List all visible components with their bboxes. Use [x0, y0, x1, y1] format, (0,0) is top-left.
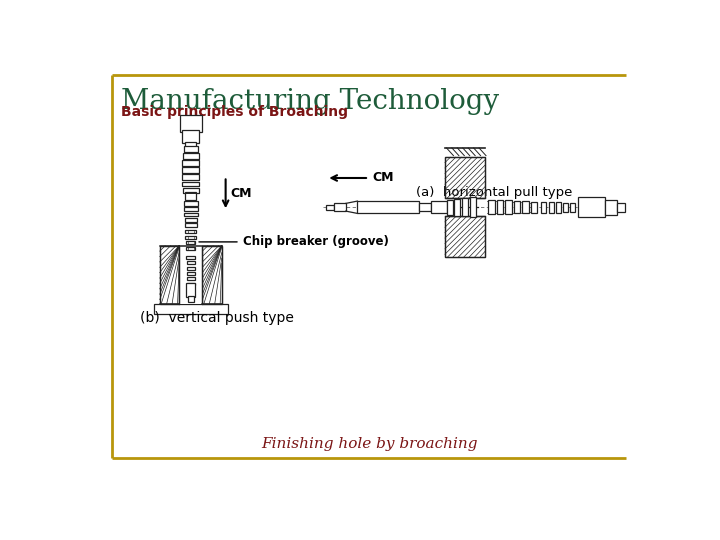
Bar — [563, 202, 568, 212]
Bar — [183, 153, 199, 159]
Bar — [182, 174, 199, 179]
Bar — [556, 202, 561, 213]
Bar — [357, 201, 419, 213]
Text: (b)  vertical push type: (b) vertical push type — [140, 311, 294, 325]
Text: (a)  horizontal pull type: (a) horizontal pull type — [415, 186, 572, 199]
Bar — [202, 246, 222, 303]
Bar — [184, 201, 198, 206]
Bar — [188, 296, 194, 302]
Bar — [514, 201, 520, 213]
Bar — [187, 261, 195, 264]
Bar — [497, 200, 503, 214]
Bar — [462, 198, 468, 217]
Bar — [184, 224, 197, 227]
Bar — [160, 246, 179, 303]
Bar — [182, 130, 199, 143]
Bar — [186, 241, 195, 244]
Bar — [454, 199, 461, 215]
Bar — [179, 246, 202, 303]
Bar — [446, 200, 453, 215]
Bar — [549, 202, 554, 213]
Bar — [187, 283, 194, 285]
Bar — [185, 192, 196, 200]
Bar — [445, 217, 485, 257]
Bar — [334, 204, 346, 211]
Bar — [187, 267, 195, 269]
Bar — [182, 182, 199, 186]
Bar — [606, 200, 617, 215]
Bar — [187, 278, 194, 280]
Bar — [185, 142, 196, 150]
Bar — [541, 202, 546, 213]
Bar — [445, 157, 485, 198]
Bar — [186, 284, 195, 298]
Bar — [182, 167, 199, 173]
Bar — [202, 246, 222, 303]
Bar — [180, 115, 202, 132]
Bar — [469, 197, 476, 217]
Bar — [531, 202, 537, 213]
Bar — [419, 204, 431, 211]
Bar — [153, 303, 228, 314]
Bar — [184, 213, 198, 217]
Bar — [185, 231, 196, 233]
Bar — [187, 272, 194, 275]
Bar — [505, 200, 512, 214]
Bar — [578, 197, 606, 217]
Bar — [617, 202, 625, 212]
Text: Basic principles of Broaching: Basic principles of Broaching — [121, 105, 348, 119]
Bar — [184, 207, 198, 211]
Bar — [523, 201, 528, 213]
Text: Manufacturing Technology: Manufacturing Technology — [121, 88, 499, 115]
Bar — [185, 236, 196, 239]
Bar — [186, 256, 195, 259]
Bar — [160, 246, 179, 303]
Text: CM: CM — [230, 187, 252, 200]
Bar — [326, 205, 334, 210]
Text: Chip breaker (groove): Chip breaker (groove) — [199, 235, 389, 248]
Bar — [184, 218, 197, 222]
Bar — [186, 247, 195, 249]
Bar — [445, 157, 485, 198]
Bar — [431, 201, 446, 213]
Bar — [445, 217, 485, 257]
Bar — [570, 202, 575, 212]
Text: CM: CM — [372, 172, 394, 185]
Bar — [183, 188, 199, 193]
Bar — [182, 160, 199, 166]
Bar — [488, 200, 495, 214]
Bar — [184, 146, 198, 152]
Text: Finishing hole by broaching: Finishing hole by broaching — [261, 437, 477, 451]
